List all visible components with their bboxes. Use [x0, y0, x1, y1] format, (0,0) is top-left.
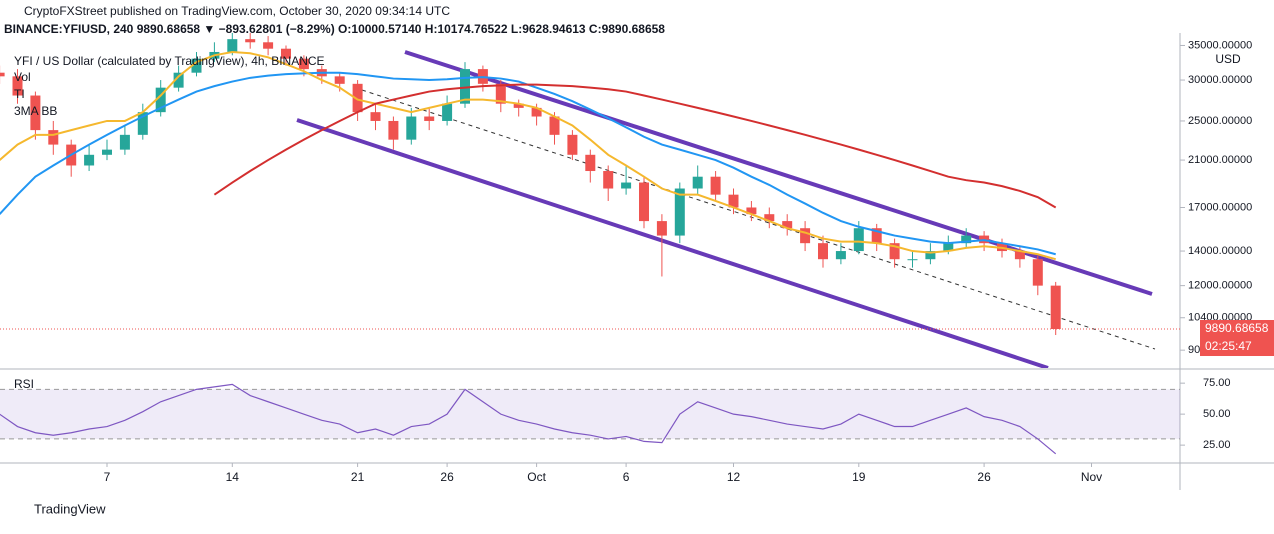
candle-body	[352, 83, 363, 113]
candle-body	[656, 221, 667, 236]
candle-body	[692, 176, 703, 189]
candle-body	[1050, 285, 1061, 330]
drawings	[296, 50, 1156, 368]
candle-body	[0, 72, 5, 77]
legend-vol: Vol	[14, 70, 31, 84]
rsi-line	[0, 383, 1057, 455]
y-tick-label: 17000.00000	[1188, 201, 1252, 213]
publisher: CryptoFXStreet published on TradingView.…	[24, 4, 450, 18]
candle-body	[871, 228, 882, 244]
candle-body	[406, 116, 417, 140]
candle-body	[12, 76, 23, 96]
price-pane	[0, 33, 1180, 336]
candle-body	[782, 221, 793, 229]
candle-body	[746, 207, 757, 215]
legend-title: YFI / US Dollar (calculated by TradingVi…	[14, 54, 325, 68]
last-price-label: 9890.68658	[1205, 321, 1269, 335]
y-tick-label: 35000.00000	[1188, 39, 1252, 51]
candle-body	[155, 87, 166, 113]
candle-body	[710, 176, 721, 195]
y-tick-label: 12000.00000	[1188, 280, 1252, 292]
candle-body	[102, 149, 112, 155]
candle-body	[173, 72, 184, 88]
candle-body	[298, 58, 309, 70]
candle-body	[961, 235, 972, 244]
candle-body	[943, 243, 954, 252]
candle-body	[925, 251, 936, 260]
x-tick-label: Oct	[527, 470, 546, 484]
x-tick-label: 26	[977, 470, 991, 484]
candle-body	[263, 42, 274, 49]
y-tick-label: 30000.00000	[1188, 74, 1252, 86]
candle-body	[137, 112, 148, 135]
candle-body	[889, 243, 900, 260]
candle-body	[513, 103, 524, 108]
candle-body	[549, 116, 560, 135]
candle-body	[1014, 251, 1025, 260]
candle-body	[567, 134, 578, 155]
last-price-tag	[1200, 320, 1274, 357]
candle-body	[835, 251, 846, 260]
rsi-title: RSI	[14, 377, 34, 391]
rsi-tick-label: 75.00	[1203, 377, 1231, 389]
x-tick-label: 14	[226, 470, 240, 484]
candle-body	[119, 134, 130, 150]
candle-body	[388, 120, 399, 140]
candle-body	[800, 228, 811, 244]
candle-body	[853, 228, 864, 252]
moving-average	[0, 50, 1056, 261]
channel-upper	[404, 50, 1153, 296]
candle-body	[84, 154, 95, 166]
axes: 35000.00000 30000.00000 25000.00000 21000.0…	[104, 39, 1274, 484]
candle-body	[603, 171, 614, 189]
rsi-tick-label: 50.00	[1203, 408, 1231, 420]
x-tick-label: 19	[852, 470, 866, 484]
x-tick-label: 7	[104, 470, 111, 484]
rsi-pane	[0, 383, 1180, 455]
moving-average	[213, 83, 1057, 209]
candle-body	[1032, 259, 1043, 286]
y-tick-label: 25000.00000	[1188, 115, 1252, 127]
candle-body	[442, 103, 453, 121]
candle-body	[281, 48, 291, 59]
channel-lower	[296, 118, 1049, 368]
y-tick-label: 14000.00000	[1188, 245, 1252, 257]
candle-body	[227, 39, 238, 52]
candle-body	[424, 116, 435, 121]
legend-ti: TI	[14, 87, 25, 101]
symbol-line: BINANCE:YFIUSD, 240 9890.68658 ▼ −893.62…	[4, 22, 665, 36]
candle-body	[370, 112, 381, 121]
x-tick-label: Nov	[1081, 470, 1102, 484]
candle-body	[531, 107, 542, 117]
candle-body	[48, 130, 59, 145]
candle-body	[245, 39, 256, 43]
candle-body	[674, 188, 685, 236]
y-tick-label: 21000.00000	[1188, 154, 1252, 166]
candle-body	[764, 214, 775, 222]
candle-body	[907, 259, 918, 261]
legend-ma: 3MA BB	[14, 104, 57, 118]
currency: USD	[1215, 52, 1241, 66]
rsi-band	[0, 389, 1180, 439]
countdown: 02:25:47	[1205, 339, 1252, 353]
x-tick-label: 6	[623, 470, 630, 484]
candle-body	[585, 154, 596, 172]
rsi-tick-label: 25.00	[1203, 439, 1231, 451]
x-tick-label: 26	[440, 470, 454, 484]
x-tick-label: 21	[351, 470, 365, 484]
candle-body	[334, 76, 345, 84]
candle-body	[818, 243, 828, 260]
candle-body	[728, 194, 739, 208]
brand: TradingView	[34, 501, 106, 516]
candle-body	[639, 182, 649, 222]
candle-body	[621, 182, 632, 189]
x-tick-label: 12	[727, 470, 741, 484]
candle-body	[460, 69, 470, 104]
candle-body	[191, 58, 202, 73]
channel-mid	[361, 89, 1156, 350]
candle-body	[495, 83, 506, 104]
candle-body	[30, 95, 41, 131]
